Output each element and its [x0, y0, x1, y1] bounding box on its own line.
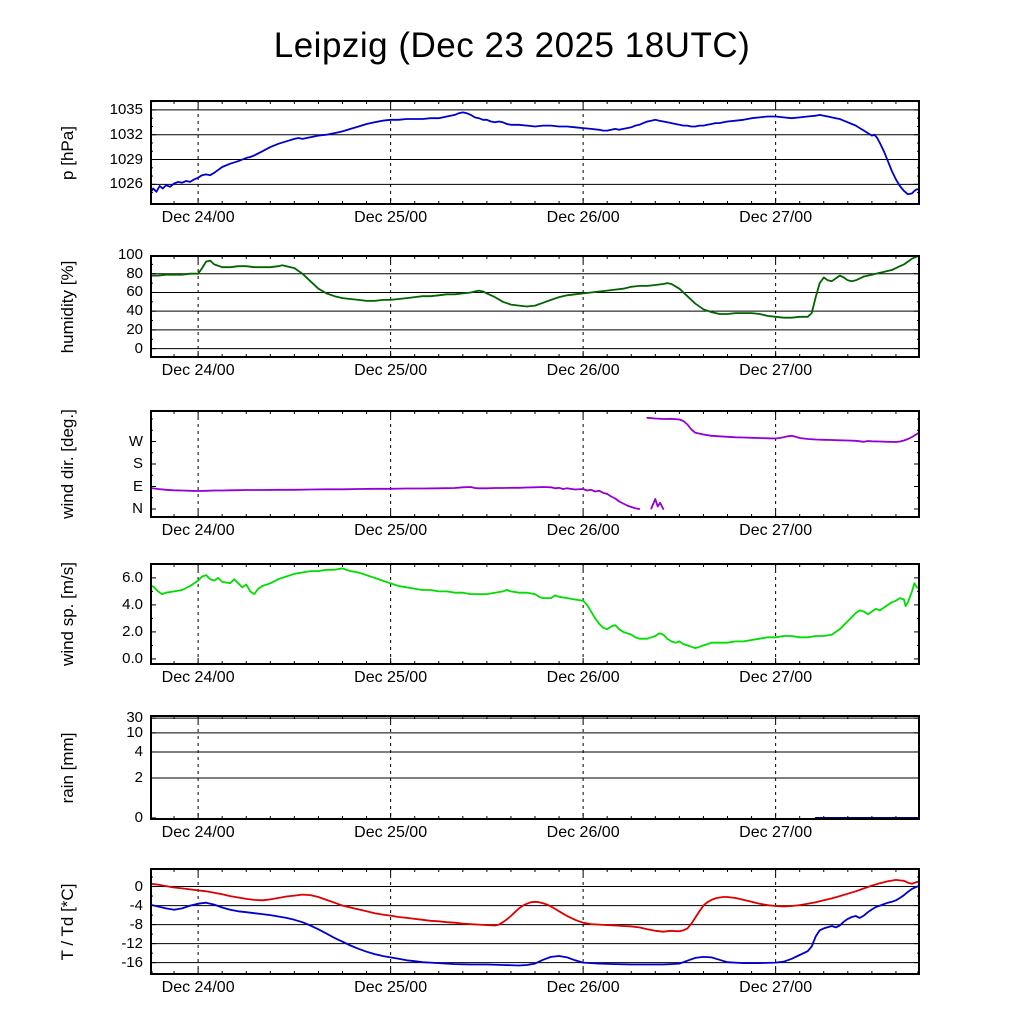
- humidity-plot-border: [150, 255, 920, 358]
- pressure-xtick-label: Dec 24/00: [161, 209, 235, 226]
- winddir-series-dir-east: [150, 486, 641, 510]
- temp-xtick-label: Dec 24/00: [161, 979, 235, 996]
- humidity-xtick-label: Dec 27/00: [739, 362, 813, 379]
- rain-xtick-label: Dec 27/00: [739, 824, 813, 841]
- winddir-xtick-label: Dec 24/00: [161, 522, 235, 539]
- panel-pressure: p [hPa] 1026 1029 1032 1035 Dec 24/00 Dec 25/…: [0, 100, 1024, 226]
- temp-ytick-label: -8: [129, 915, 143, 933]
- humidity-xtick-label: Dec 24/00: [161, 362, 235, 379]
- winddir-xtick-label: Dec 25/00: [354, 522, 428, 539]
- temp-xtick-label: Dec 25/00: [354, 979, 428, 996]
- pressure-ytick-label: 1032: [109, 125, 143, 143]
- temp-plot: [150, 868, 920, 975]
- windspeed-ytick-label: 2.0: [122, 622, 143, 640]
- pressure-plot-border: [150, 100, 920, 205]
- temp-ytick-label: -12: [121, 934, 143, 952]
- humidity-ytick-label: 0: [134, 339, 143, 357]
- temp-ytick-label: 0: [134, 877, 143, 895]
- pressure-ytick-label: 1026: [109, 175, 143, 193]
- winddir-ytick-label: S: [132, 455, 143, 472]
- windspeed-ytick-label: 4.0: [122, 595, 143, 613]
- rain-ytick-label: 2: [134, 769, 143, 786]
- chart-title: Leipzig (Dec 23 2025 18UTC): [273, 26, 751, 65]
- humidity-xtick-label: Dec 26/00: [546, 362, 620, 379]
- windspeed-series-speed: [150, 567, 920, 649]
- pressure-xtick-label: Dec 26/00: [546, 209, 620, 226]
- temp-ytick-label: -4: [129, 896, 143, 914]
- windspeed-plot: [150, 563, 920, 665]
- panel-wind-direction: wind dir. [deg.] N E S W Dec 24/00 Dec 25/00 D…: [0, 409, 1024, 539]
- winddir-xtick-label: Dec 27/00: [739, 522, 813, 539]
- wind-direction-ylabel: wind dir. [deg.]: [58, 409, 77, 519]
- humidity-series-humidity: [150, 255, 920, 319]
- windspeed-ytick-label: 0.0: [122, 649, 143, 667]
- panel-temperature: T / Td [*C] 0 -4 -8 -12 -16 Dec 24/00 Dec 25/0…: [0, 868, 1024, 996]
- temp-series-Td: [150, 884, 920, 967]
- winddir-ytick-label: N: [132, 500, 143, 517]
- pressure-ytick-label: 1029: [109, 150, 143, 168]
- rain-xtick-label: Dec 26/00: [546, 824, 620, 841]
- panel-humidity: humidity [%] 0 20 40 60 80 100 Dec 24/00 Dec 25…: [0, 246, 1024, 379]
- rain-ytick-label: 10: [126, 723, 143, 741]
- windspeed-xtick-label: Dec 25/00: [354, 669, 428, 686]
- windspeed-xtick-label: Dec 24/00: [161, 669, 235, 686]
- panel-rain: rain [mm] 0 2 4 10 30 Dec 24/00 Dec 25/00 Dec 2…: [0, 709, 1024, 841]
- pressure-series-p: [150, 111, 920, 196]
- humidity-ytick-label: 80: [126, 264, 143, 282]
- temp-xtick-label: Dec 26/00: [546, 979, 620, 996]
- pressure-ytick-label: 1035: [109, 100, 143, 118]
- windspeed-plot-border: [150, 563, 920, 665]
- temp-ytick-label: -16: [121, 953, 143, 971]
- rain-xtick-label: Dec 24/00: [161, 824, 235, 841]
- wind-speed-ylabel: wind sp. [m/s]: [58, 562, 77, 666]
- humidity-ytick-label: 20: [126, 320, 143, 338]
- temperature-ylabel: T / Td [*C]: [58, 883, 77, 960]
- pressure-ylabel: p [hPa]: [58, 125, 77, 180]
- humidity-plot: [150, 255, 920, 358]
- winddir-series-dir-blip: [650, 498, 665, 510]
- humidity-ylabel: humidity [%]: [58, 260, 77, 353]
- humidity-xtick-label: Dec 25/00: [354, 362, 428, 379]
- rain-plot: [150, 715, 920, 820]
- winddir-ytick-label: W: [128, 432, 143, 450]
- rain-plot-border: [150, 715, 920, 820]
- winddir-series-dir-west: [646, 416, 920, 443]
- windspeed-xtick-label: Dec 26/00: [546, 669, 620, 686]
- humidity-ytick-label: 60: [126, 283, 143, 301]
- pressure-plot: [150, 100, 920, 205]
- winddir-plot: [150, 410, 920, 518]
- rain-ytick-label: 0: [134, 808, 143, 826]
- winddir-ytick-label: E: [132, 477, 143, 495]
- rain-xtick-label: Dec 25/00: [354, 824, 428, 841]
- temp-xtick-label: Dec 27/00: [739, 979, 813, 996]
- pressure-xtick-label: Dec 25/00: [354, 209, 428, 226]
- windspeed-ytick-label: 6.0: [122, 568, 143, 586]
- rain-ytick-label: 30: [126, 709, 143, 727]
- panel-wind-speed: wind sp. [m/s] 0.0 2.0 4.0 6.0 Dec 24/00 Dec …: [0, 562, 1024, 686]
- rain-ytick-label: 4: [134, 742, 143, 760]
- humidity-ytick-label: 100: [117, 246, 143, 263]
- pressure-xtick-label: Dec 27/00: [739, 209, 813, 226]
- winddir-plot-border: [150, 410, 920, 518]
- temp-plot-border: [150, 868, 920, 975]
- windspeed-xtick-label: Dec 27/00: [739, 669, 813, 686]
- temp-series-T: [150, 878, 920, 933]
- humidity-ytick-label: 40: [126, 302, 143, 320]
- winddir-xtick-label: Dec 26/00: [546, 522, 620, 539]
- rain-ylabel: rain [mm]: [58, 732, 77, 803]
